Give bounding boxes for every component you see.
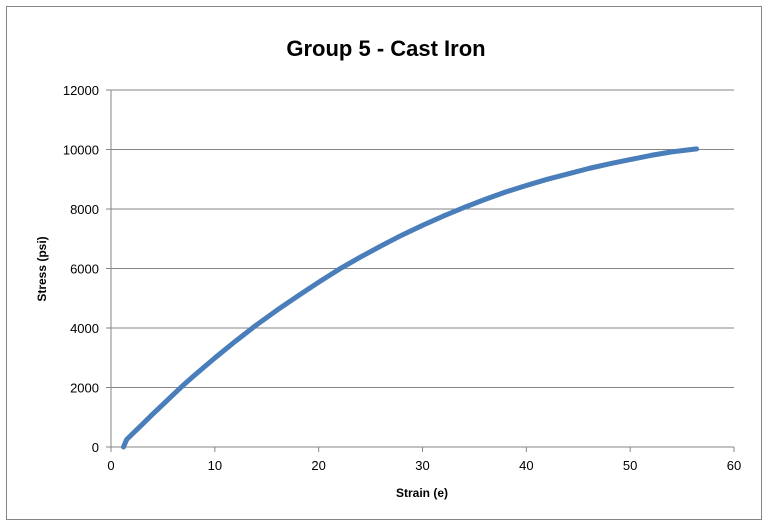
x-tick-label-60: 60 [727, 458, 741, 473]
y-tick-label-6000: 6000 [70, 262, 99, 277]
gridlines [111, 89, 734, 388]
x-tick-label-50: 50 [623, 458, 637, 473]
x-axis-label: Strain (e) [396, 486, 448, 500]
y-tick-label-10000: 10000 [63, 143, 99, 158]
y-tick-label-0: 0 [92, 440, 99, 455]
y-tick-label-12000: 12000 [63, 83, 99, 98]
x-tick-label-20: 20 [311, 458, 325, 473]
axes [106, 89, 735, 452]
y-tick-label-8000: 8000 [70, 202, 99, 217]
tick-labels: 0 2000 4000 6000 8000 10000 12000 0 10 20 30 40 50 60 [63, 83, 741, 473]
x-tick-label-0: 0 [107, 458, 114, 473]
x-tick-label-40: 40 [519, 458, 533, 473]
y-tick-label-2000: 2000 [70, 381, 99, 396]
x-tick-label-30: 30 [415, 458, 429, 473]
y-tick-label-4000: 4000 [70, 321, 99, 336]
series-layer [121, 146, 700, 450]
y-axis-label: Stress (psi) [35, 236, 49, 301]
chart-title: Group 5 - Cast Iron [286, 36, 485, 61]
series-line-0 [121, 146, 700, 450]
x-tick-label-10: 10 [208, 458, 222, 473]
